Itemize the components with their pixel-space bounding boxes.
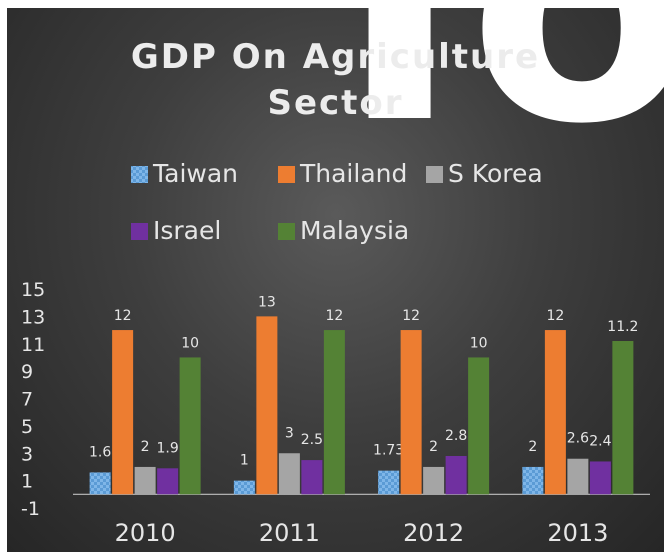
y-tick-label: 5 <box>21 416 33 438</box>
bar-taiwan-2012 <box>378 470 400 495</box>
chart-panel: To GDP On Agriculture Sector Taiwan Thail… <box>7 8 664 552</box>
data-label: 1.9 <box>156 440 178 456</box>
legend-swatch-taiwan <box>131 166 148 183</box>
data-label: 10 <box>181 335 199 351</box>
bar-thailand-2012 <box>400 330 422 495</box>
y-tick-label: 9 <box>21 361 33 383</box>
bar-israel-2011 <box>301 460 323 495</box>
legend-label: Israel <box>153 216 221 245</box>
y-tick-label: 1 <box>21 471 33 493</box>
data-label: 11.2 <box>607 319 638 335</box>
y-tick-label: 7 <box>21 389 33 411</box>
data-label: 2.6 <box>567 431 589 447</box>
chart-title-line: GDP On Agriculture <box>130 37 541 77</box>
legend-label: Malaysia <box>300 216 409 245</box>
data-label: 12 <box>402 308 420 324</box>
bar-malaysia-2012 <box>468 357 490 495</box>
bars-group: 1.6 12 2 1.9 10 1 13 3 2.5 12 1.73 12 2 2.8 10 2 12 2.6 2.… <box>89 294 638 495</box>
bar-malaysia-2013 <box>612 341 634 495</box>
x-tick-label: 2010 <box>115 519 176 547</box>
data-label: 2 <box>141 439 150 455</box>
bar-s-korea-2012 <box>423 466 445 495</box>
data-label: 12 <box>325 308 343 324</box>
data-label: 1.73 <box>373 443 404 459</box>
legend-swatch-s-korea <box>426 166 443 183</box>
x-tick-label: 2012 <box>403 519 464 547</box>
bar-israel-2012 <box>445 455 467 495</box>
x-tick-label: 2011 <box>259 519 320 547</box>
legend: Taiwan Thailand S Korea Israel Malaysia <box>131 159 543 245</box>
data-label: 10 <box>470 335 488 351</box>
chart-title: GDP On Agriculture Sector <box>7 34 664 126</box>
data-label: 12 <box>114 308 132 324</box>
bar-taiwan-2011 <box>233 480 255 495</box>
legend-swatch-israel <box>131 223 148 240</box>
legend-swatch-thailand <box>278 166 295 183</box>
legend-label: Taiwan <box>152 159 238 188</box>
bar-s-korea-2010 <box>134 466 156 495</box>
data-label: 1.6 <box>89 444 111 460</box>
data-label: 3 <box>285 425 294 441</box>
data-label: 2 <box>429 439 438 455</box>
bar-malaysia-2011 <box>323 330 345 495</box>
bar-s-korea-2013 <box>567 458 589 495</box>
legend-swatch-malaysia <box>278 223 295 240</box>
legend-label: S Korea <box>448 159 543 188</box>
bar-malaysia-2010 <box>179 357 201 495</box>
y-tick-label: -1 <box>21 498 40 520</box>
bar-israel-2013 <box>589 461 611 495</box>
bar-israel-2010 <box>157 468 179 495</box>
bar-thailand-2010 <box>112 330 134 495</box>
bar-s-korea-2011 <box>278 453 300 495</box>
bar-thailand-2011 <box>256 316 278 495</box>
bar-taiwan-2013 <box>522 466 544 495</box>
bar-taiwan-2010 <box>89 472 111 495</box>
x-axis: 2010 2011 2012 2013 <box>115 519 609 547</box>
x-tick-label: 2013 <box>547 519 608 547</box>
data-label: 13 <box>258 294 276 310</box>
y-tick-label: 11 <box>21 334 45 356</box>
data-label: 2.4 <box>589 433 611 449</box>
y-tick-label: 15 <box>21 279 45 301</box>
y-tick-label: 13 <box>21 306 45 328</box>
data-label: 12 <box>546 308 564 324</box>
data-label: 2 <box>528 439 537 455</box>
data-label: 2.5 <box>301 432 323 448</box>
data-label: 2.8 <box>445 428 467 444</box>
data-label: 1 <box>240 453 249 469</box>
bar-thailand-2013 <box>544 330 566 495</box>
legend-label: Thailand <box>299 159 407 188</box>
chart-title-line: Sector <box>267 83 404 123</box>
y-tick-label: 3 <box>21 443 33 465</box>
